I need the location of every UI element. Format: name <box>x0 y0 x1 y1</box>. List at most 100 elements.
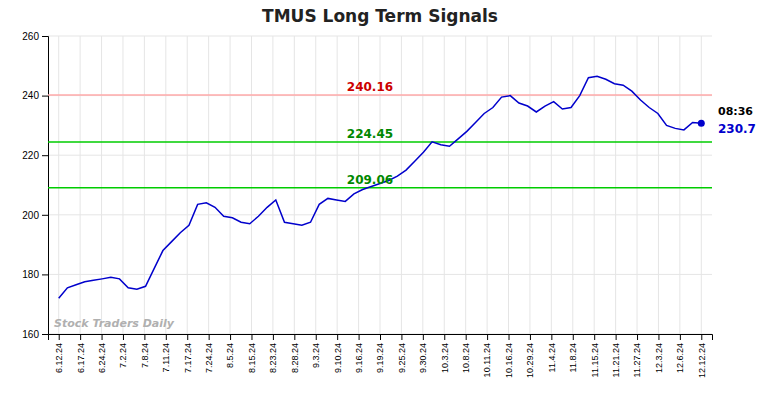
x-tick-mark <box>251 334 252 340</box>
y-axis-line <box>42 37 49 335</box>
title: TMUS Long Term Signals <box>262 6 498 26</box>
x-tick-mark <box>380 334 381 340</box>
chart: 6.12.246.17.246.24.247.2.247.8.247.11.24… <box>0 0 784 398</box>
annotations: 240.16224.45209.0608:36230.7Stock Trader… <box>54 80 756 330</box>
x-tick-label: 11.8.24 <box>568 343 578 372</box>
x-tick-mark <box>273 334 274 340</box>
x-tick-label: 9.19.24 <box>375 343 385 373</box>
signal-label: 224.45 <box>347 127 393 141</box>
x-tick-mark <box>637 334 638 340</box>
signal-line <box>48 141 712 143</box>
last-time: 08:36 <box>718 105 753 118</box>
grid-line-x <box>230 36 231 334</box>
x-axis-line <box>49 335 713 341</box>
y-tick-mark <box>42 274 48 275</box>
grid-line-x <box>658 36 659 334</box>
x-tick: 12.6.24 <box>675 334 685 373</box>
x-tick-mark <box>337 334 338 340</box>
x-tick-label: 8.5.24 <box>225 343 235 368</box>
x-tick-mark <box>316 334 317 340</box>
y-tick: 220 <box>22 150 48 161</box>
y-tick-label: 200 <box>22 210 39 221</box>
grid-line-x <box>679 36 680 334</box>
x-tick-label: 6.12.24 <box>54 343 64 373</box>
y-tick-mark <box>42 215 48 216</box>
y-tick-label: 240 <box>22 90 39 101</box>
x-tick-label: 10.11.24 <box>482 343 492 377</box>
y-tick: 200 <box>22 210 48 221</box>
x-tick-mark <box>573 334 574 340</box>
x-tick: 8.15.24 <box>247 334 257 373</box>
last-point <box>698 120 705 127</box>
x-tick: 12.3.24 <box>654 334 664 373</box>
y-tick-mark <box>42 96 48 97</box>
grid <box>48 36 712 334</box>
x-tick-mark <box>59 334 60 340</box>
grid-line-x <box>401 36 402 334</box>
x-tick-mark <box>230 334 231 340</box>
x-tick-mark <box>658 334 659 340</box>
x-tick-label: 9.10.24 <box>333 343 343 373</box>
grid-line-x <box>144 36 145 334</box>
grid-line-x <box>208 36 209 334</box>
plot-area <box>48 76 712 298</box>
x-tick: 8.28.24 <box>290 334 300 373</box>
x-tick-label: 10.3.24 <box>440 343 450 373</box>
x-tick-mark <box>187 334 188 340</box>
x-tick-label: 8.28.24 <box>290 343 300 373</box>
signal-label: 240.16 <box>347 80 393 94</box>
x-tick: 7.11.24 <box>161 334 171 372</box>
grid-line-y <box>48 274 712 275</box>
grid-line-x <box>80 36 81 334</box>
grid-line-x <box>487 36 488 334</box>
grid-line-x <box>572 36 573 334</box>
x-tick-label: 11.15.24 <box>590 343 600 377</box>
x-tick: 8.23.24 <box>268 334 278 373</box>
grid-line-x <box>294 36 295 334</box>
x-tick-label: 11.21.24 <box>611 343 621 377</box>
x-tick: 6.17.24 <box>76 334 86 373</box>
x-tick-label: 9.30.24 <box>418 343 428 373</box>
y-tick-label: 220 <box>22 150 39 161</box>
x-tick: 9.19.24 <box>375 334 385 373</box>
x-tick: 7.17.24 <box>183 334 193 373</box>
grid-line-x <box>529 36 530 334</box>
last-price: 230.7 <box>718 122 756 136</box>
grid-line-x <box>637 36 638 334</box>
x-tick-mark <box>680 334 681 340</box>
x-tick-mark <box>209 334 210 340</box>
grid-line-x <box>58 36 59 334</box>
x-tick-mark <box>444 334 445 340</box>
x-tick-mark <box>166 334 167 340</box>
x-tick: 12.12.24 <box>697 334 707 378</box>
grid-line-x <box>551 36 552 334</box>
x-tick: 11.4.24 <box>547 334 557 372</box>
x-tick: 10.3.24 <box>440 334 450 373</box>
grid-line-x <box>101 36 102 334</box>
x-tick: 11.21.24 <box>611 334 621 377</box>
x-tick-label: 7.8.24 <box>140 343 150 368</box>
x-tick-mark <box>466 334 467 340</box>
x-tick-mark <box>294 334 295 340</box>
x-tick-label: 8.23.24 <box>268 343 278 373</box>
grid-line-x <box>508 36 509 334</box>
x-tick: 7.24.24 <box>204 334 214 373</box>
x-tick: 10.8.24 <box>461 334 471 373</box>
y-tick: 260 <box>22 31 48 42</box>
grid-line-y <box>48 36 712 37</box>
x-tick-mark <box>359 334 360 340</box>
x-tick-label: 9.25.24 <box>397 343 407 373</box>
x-tick-mark <box>423 334 424 340</box>
x-tick-label: 11.4.24 <box>547 343 557 372</box>
x-tick-mark <box>551 334 552 340</box>
x-tick: 11.27.24 <box>632 334 642 377</box>
x-tick: 7.8.24 <box>140 334 150 368</box>
y-tick: 180 <box>22 269 48 280</box>
x-tick-label: 9.16.24 <box>354 343 364 373</box>
x-tick-label: 12.3.24 <box>654 343 664 373</box>
x-tick: 10.11.24 <box>482 334 492 377</box>
y-tick-label: 260 <box>22 31 39 42</box>
x-tick: 9.30.24 <box>418 334 428 373</box>
grid-line-x <box>122 36 123 334</box>
grid-line-x <box>187 36 188 334</box>
